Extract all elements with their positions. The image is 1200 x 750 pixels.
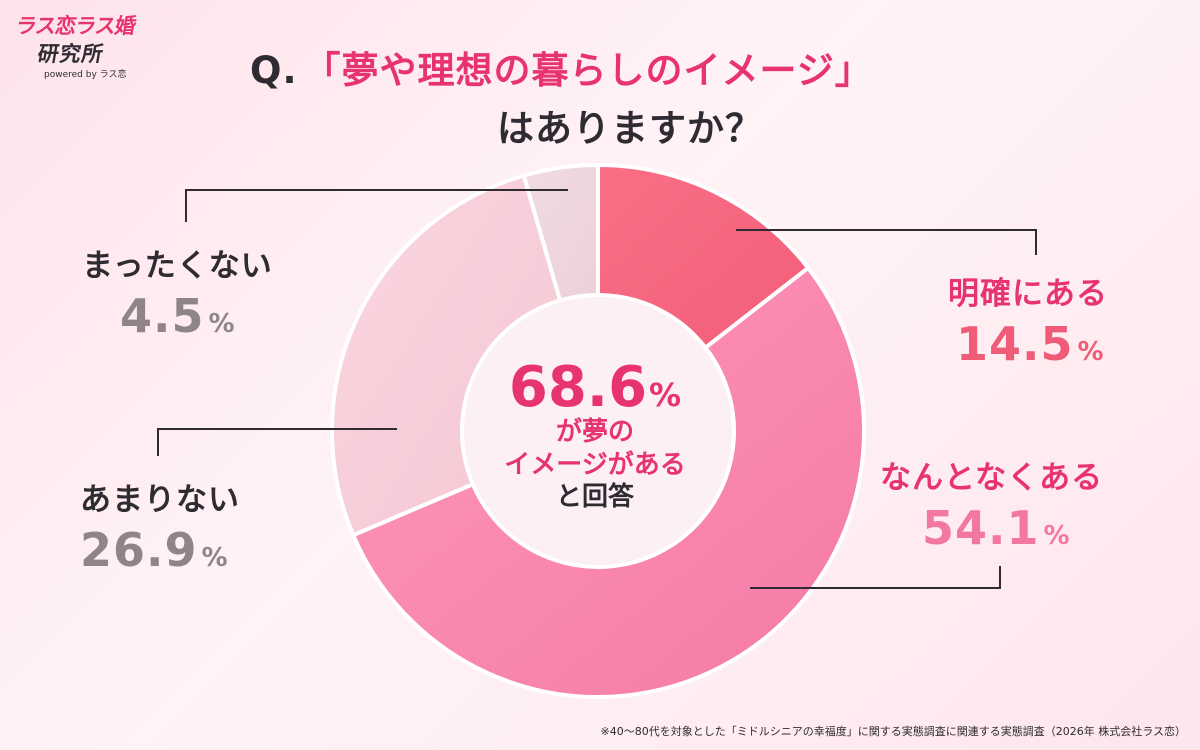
center-text-line3: と回答: [555, 482, 634, 512]
leader-line-amari: [157, 428, 397, 456]
footnote: ※40～80代を対象とした「ミドルシニアの幸福度」に関する実態調査に関連する実態…: [600, 725, 1186, 738]
label-nantonaku: なんとなくある 54.1%: [880, 452, 1103, 555]
donut-slice-1: [596, 162, 811, 351]
slice-label: まったくない: [82, 248, 273, 284]
slice-label: なんとなくある: [880, 460, 1104, 496]
label-amari: あまりない 26.9%: [80, 474, 240, 577]
donut-hole: [464, 297, 732, 565]
slice-value: 4.5%: [120, 289, 273, 343]
donut-slice-2: [350, 265, 866, 699]
value-number: 54.1: [922, 501, 1040, 555]
leader-line-mattaku: [185, 189, 568, 222]
label-meikaku: 明確にある 14.5%: [948, 268, 1108, 371]
question-quote: 「夢や理想の暮らしのイメージ」: [303, 49, 873, 92]
value-number: 26.9: [80, 523, 198, 577]
center-unit: %: [649, 376, 682, 414]
slice-label: 明確にある: [948, 276, 1108, 312]
label-mattaku: まったくない 4.5%: [82, 240, 273, 343]
slice-label: あまりない: [80, 482, 240, 518]
center-text-line1: が夢の: [555, 417, 634, 447]
center-text-line2: イメージがある: [504, 449, 686, 480]
slice-value: 54.1%: [922, 501, 1103, 555]
value-unit: %: [208, 309, 236, 339]
question-mark-prefix: Q.: [250, 49, 298, 92]
value-unit: %: [201, 543, 229, 573]
leader-line-meikaku: [736, 229, 1037, 255]
logo-powered-by: powered by ラス恋: [44, 70, 127, 80]
slice-value: 14.5%: [956, 317, 1108, 371]
question-title: Q. 「夢や理想の暮らしのイメージ」: [250, 40, 873, 94]
center-value: 68.6: [508, 355, 648, 420]
value-unit: %: [1043, 521, 1071, 551]
value-number: 4.5: [120, 289, 205, 343]
center-summary: 68.6% が夢の イメージがある と回答: [460, 360, 730, 515]
brand-logo: ラス恋ラス婚 研究所 powered by ラス恋: [14, 10, 156, 80]
leader-line-nantonaku: [750, 566, 1001, 589]
slice-value: 26.9%: [80, 523, 240, 577]
value-number: 14.5: [956, 317, 1074, 371]
donut-slice-4: [521, 162, 600, 303]
question-title-line2: はありますか？: [497, 107, 763, 150]
value-unit: %: [1077, 337, 1105, 367]
center-percentage: 68.6%: [460, 360, 730, 416]
